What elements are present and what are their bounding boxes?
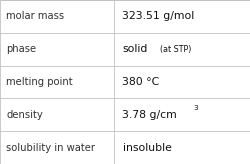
Text: solid: solid — [122, 44, 148, 54]
Text: 323.51 g/mol: 323.51 g/mol — [122, 11, 195, 21]
Text: phase: phase — [6, 44, 36, 54]
Text: melting point: melting point — [6, 77, 73, 87]
Text: solubility in water: solubility in water — [6, 143, 95, 153]
Text: density: density — [6, 110, 43, 120]
Text: (at STP): (at STP) — [160, 45, 192, 54]
Text: 3: 3 — [193, 105, 198, 111]
Text: 3.78 g/cm: 3.78 g/cm — [122, 110, 177, 120]
Text: 380 °C: 380 °C — [122, 77, 160, 87]
Text: molar mass: molar mass — [6, 11, 64, 21]
Text: insoluble: insoluble — [122, 143, 172, 153]
